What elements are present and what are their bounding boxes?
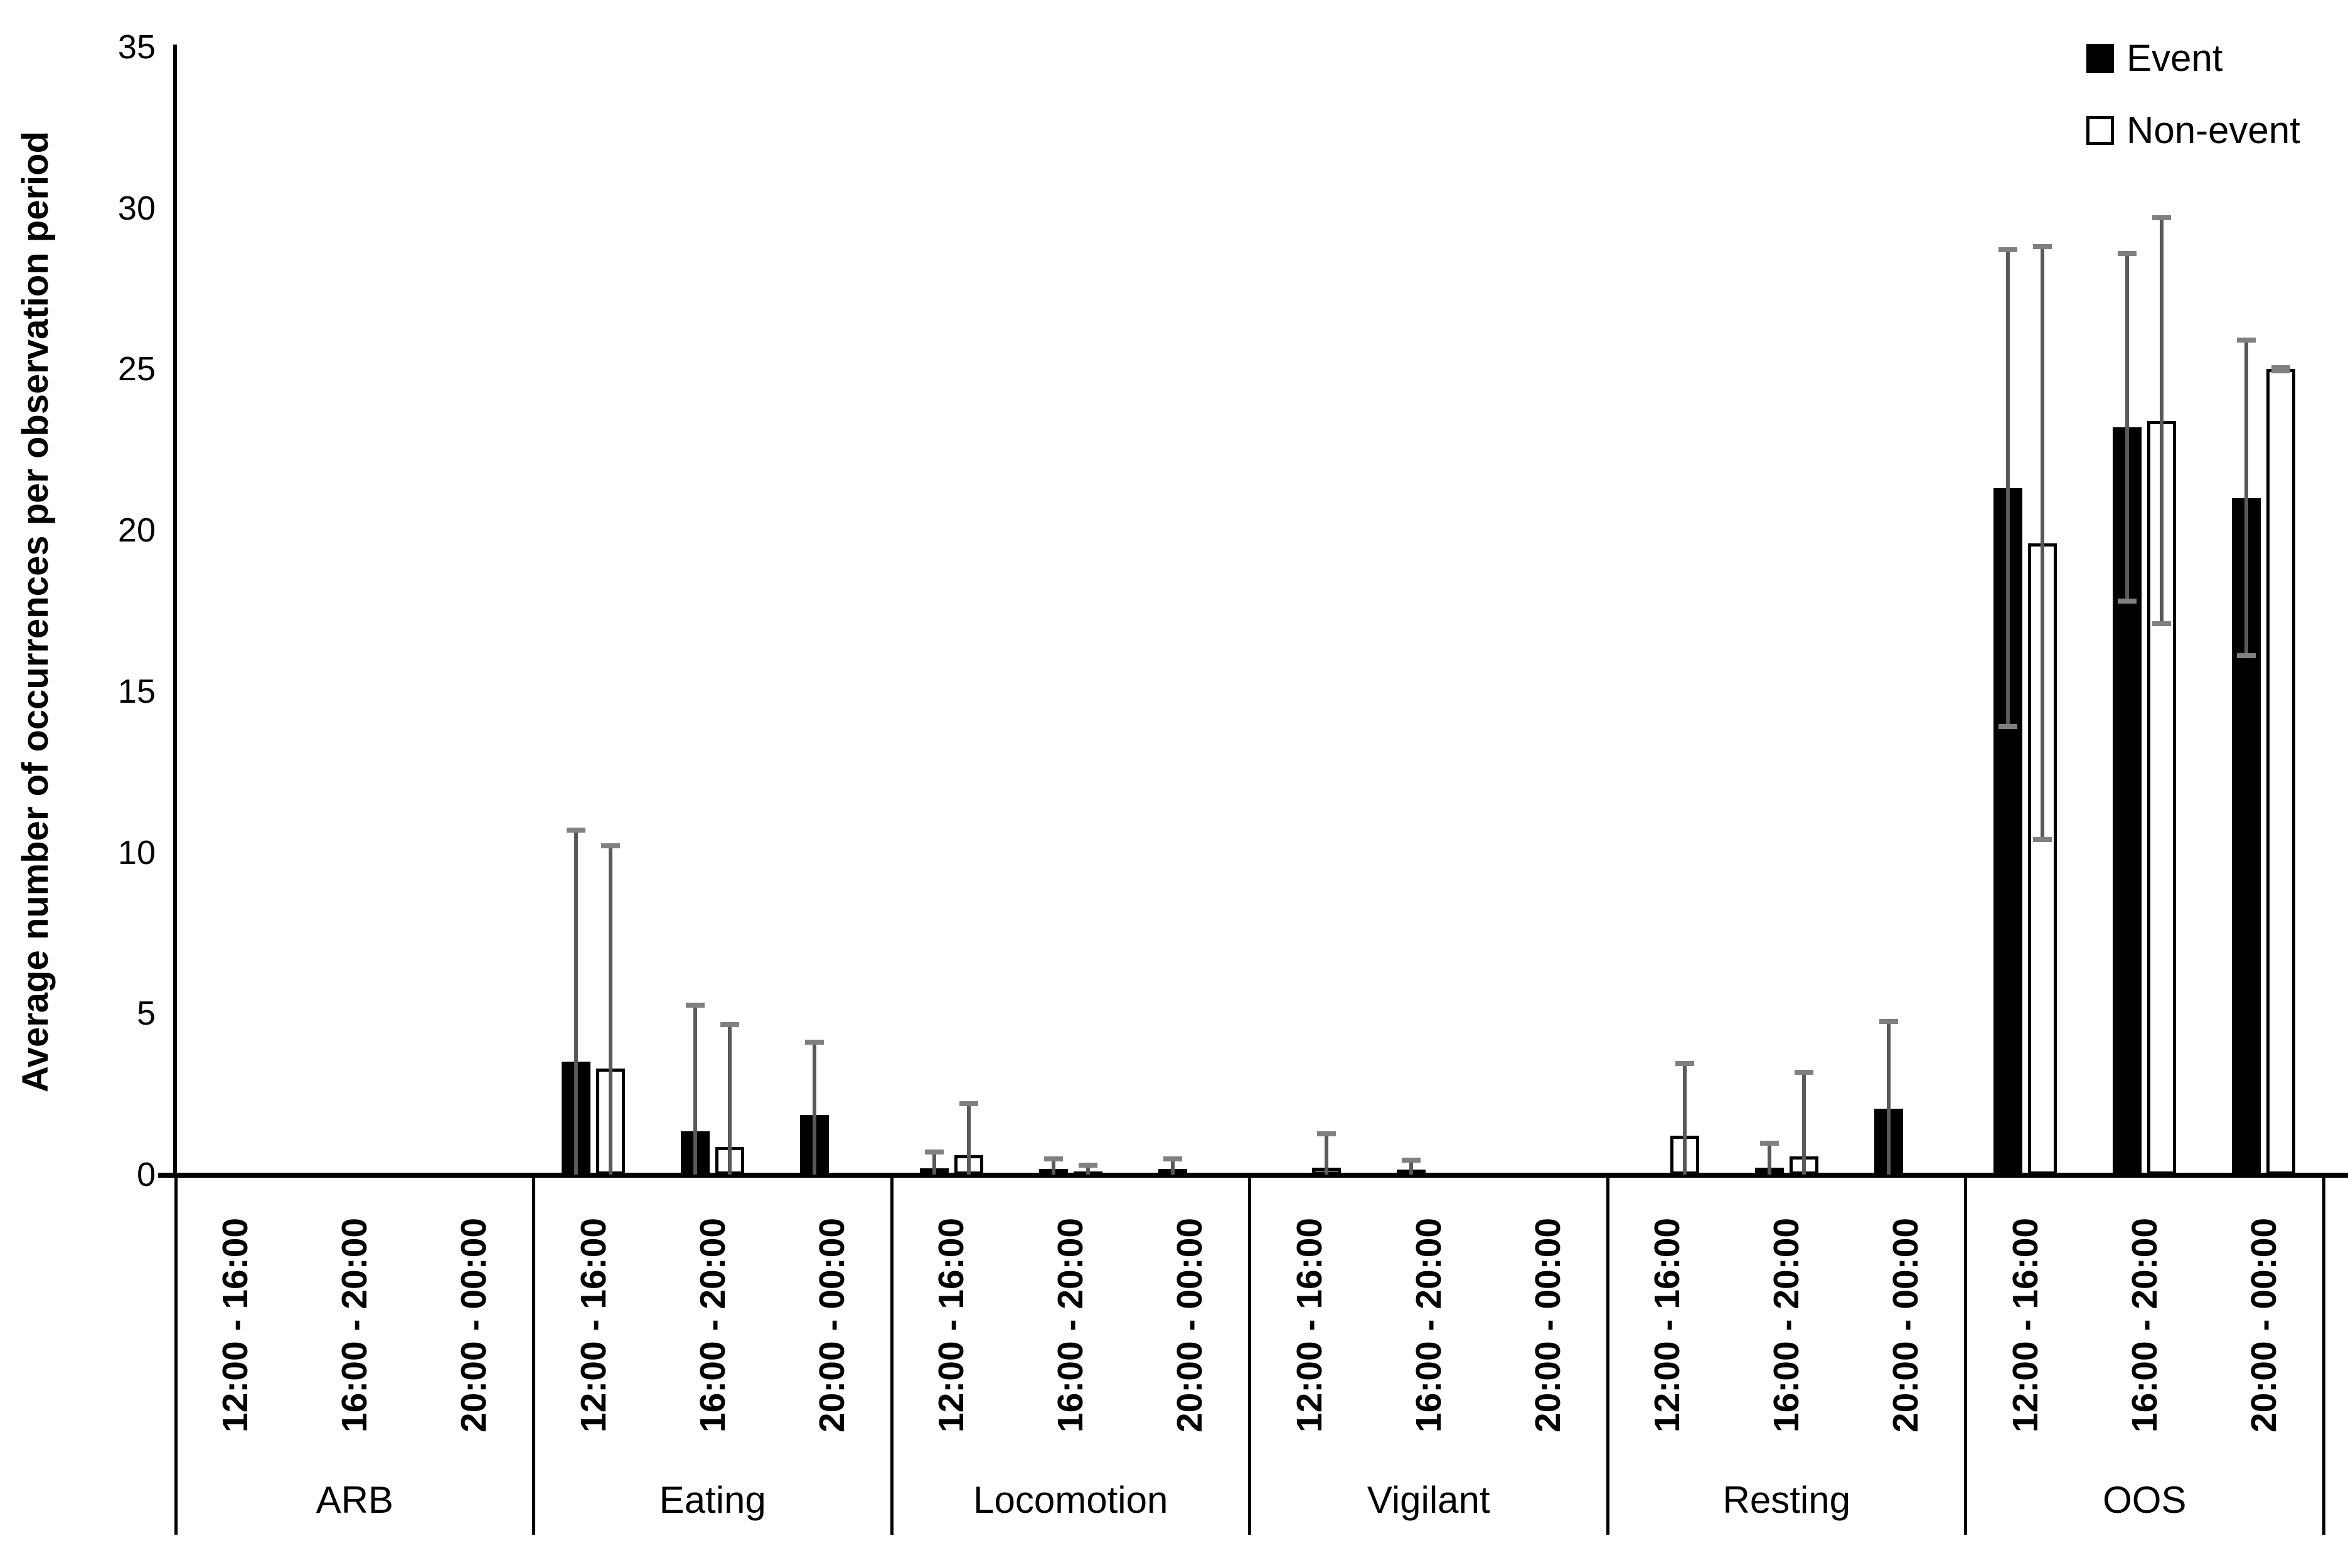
error-bar-non-event xyxy=(609,846,613,1175)
x-time-label: 20:00 - 00:00 xyxy=(454,1217,494,1433)
legend-label-non-event: Non-event xyxy=(2127,109,2300,151)
category-label: OOS xyxy=(2103,1479,2187,1521)
x-time-label: 16:00 - 20:00 xyxy=(2124,1217,2165,1433)
category-label: Vigilant xyxy=(1367,1479,1490,1521)
error-bar-cap-event xyxy=(1998,724,2018,730)
error-bar-cap-non-event xyxy=(2152,215,2172,221)
y-axis-tick-label: 15 xyxy=(117,672,156,710)
legend-label-event: Event xyxy=(2127,37,2223,79)
y-axis-tick-label: 10 xyxy=(117,833,156,872)
y-axis-line xyxy=(173,45,177,1178)
error-bar-cap-event xyxy=(1402,1157,1421,1163)
error-bar-event xyxy=(2244,340,2249,656)
error-bar-cap-event xyxy=(2118,599,2137,604)
error-bar-cap-non-event xyxy=(1078,1162,1097,1168)
x-axis-line xyxy=(158,1173,2348,1178)
legend-swatch-non-event xyxy=(2086,116,2114,145)
error-bar-non-event xyxy=(1682,1063,1687,1175)
error-bar-non-event xyxy=(966,1104,971,1175)
y-axis-tick-label: 5 xyxy=(136,995,156,1033)
category-divider xyxy=(1248,1175,1251,1535)
error-bar-event xyxy=(1170,1159,1175,1175)
error-bar-event xyxy=(1886,1021,1891,1175)
error-bar-cap-non-event xyxy=(2033,837,2052,843)
error-bar-non-event xyxy=(1325,1133,1329,1175)
x-time-label: 16:00 - 20:00 xyxy=(1408,1217,1449,1433)
error-bar-non-event xyxy=(1801,1072,1806,1175)
error-bar-cap-event xyxy=(1998,247,2018,253)
error-bar-cap-event xyxy=(805,1040,824,1045)
y-axis-tick-label: 0 xyxy=(136,1156,156,1193)
y-axis-tick-label: 35 xyxy=(117,28,156,66)
legend-swatch-event xyxy=(2086,44,2114,73)
error-bar-cap-non-event xyxy=(2271,365,2291,370)
category-label: ARB xyxy=(316,1479,393,1521)
category-label: Eating xyxy=(659,1479,766,1521)
category-divider xyxy=(1964,1175,1967,1535)
x-time-label: 20:00 - 00:00 xyxy=(1527,1217,1568,1433)
category-divider xyxy=(532,1175,535,1535)
x-time-label: 12:00 - 16:00 xyxy=(573,1217,614,1433)
error-bar-cap-non-event xyxy=(1675,1060,1694,1066)
x-time-label: 20:00 - 00:00 xyxy=(811,1217,852,1433)
error-bar-non-event xyxy=(2160,218,2164,624)
category-divider xyxy=(1606,1175,1609,1535)
category-divider xyxy=(890,1175,894,1535)
category-divider xyxy=(174,1175,178,1535)
category-label: Resting xyxy=(1722,1479,1850,1521)
error-bar-event xyxy=(1767,1143,1771,1175)
x-time-label: 16:00 - 20:00 xyxy=(692,1217,733,1433)
error-bar-cap-non-event xyxy=(601,843,621,849)
error-bar-cap-event xyxy=(924,1149,944,1155)
error-bar-cap-non-event xyxy=(1794,1070,1813,1075)
x-time-label: 20:00 - 00:00 xyxy=(1170,1217,1210,1433)
error-bar-non-event xyxy=(2041,247,2045,840)
error-bar-event xyxy=(574,829,579,1175)
error-bar-non-event xyxy=(728,1025,732,1175)
x-time-label: 20:00 - 00:00 xyxy=(2243,1217,2284,1433)
error-bar-event xyxy=(2125,253,2130,602)
error-bar-cap-event xyxy=(567,827,586,833)
error-bar-cap-event xyxy=(2118,250,2137,256)
error-bar-cap-event xyxy=(686,1003,705,1008)
error-bar-cap-non-event xyxy=(2033,244,2052,250)
error-bar-cap-non-event xyxy=(2271,368,2291,373)
x-time-label: 16:00 - 20:00 xyxy=(334,1217,375,1433)
error-bar-event xyxy=(1409,1160,1414,1175)
error-bar-cap-event xyxy=(1043,1156,1063,1162)
x-time-label: 16:00 - 20:00 xyxy=(1766,1217,1807,1433)
error-bar-cap-non-event xyxy=(720,1022,740,1028)
error-bar-cap-non-event xyxy=(1317,1131,1337,1136)
error-bar-cap-non-event xyxy=(2152,621,2172,627)
error-bar-cap-event xyxy=(1879,1019,1898,1025)
error-bar-non-event xyxy=(1086,1165,1090,1175)
error-bar-cap-non-event xyxy=(959,1101,978,1107)
x-time-label: 12:00 - 16:00 xyxy=(1647,1217,1688,1433)
y-axis-tick-label: 25 xyxy=(117,350,156,388)
error-bar-event xyxy=(693,1005,698,1175)
y-axis-tick-label: 20 xyxy=(117,511,156,550)
bar-non-event xyxy=(2266,369,2296,1175)
error-bar-event xyxy=(2006,250,2010,727)
x-time-label: 16:00 - 20:00 xyxy=(1050,1217,1091,1433)
x-time-label: 12:00 - 16:00 xyxy=(2005,1217,2046,1433)
x-time-label: 12:00 - 16:00 xyxy=(931,1217,972,1433)
error-bar-event xyxy=(932,1152,936,1175)
y-axis-tick-label: 30 xyxy=(117,189,156,227)
error-bar-cap-event xyxy=(1759,1141,1779,1146)
error-bar-cap-event xyxy=(1163,1156,1182,1162)
error-bar-cap-event xyxy=(2237,338,2256,343)
x-time-label: 20:00 - 00:00 xyxy=(1886,1217,1926,1433)
error-bar-event xyxy=(1051,1159,1055,1175)
x-time-label: 12:00 - 16:00 xyxy=(1289,1217,1330,1433)
category-label: Locomotion xyxy=(973,1479,1168,1521)
x-time-label: 12:00 - 16:00 xyxy=(215,1217,256,1433)
error-bar-event xyxy=(813,1042,817,1175)
error-bar-cap-event xyxy=(2237,653,2256,659)
category-divider xyxy=(2322,1175,2325,1535)
